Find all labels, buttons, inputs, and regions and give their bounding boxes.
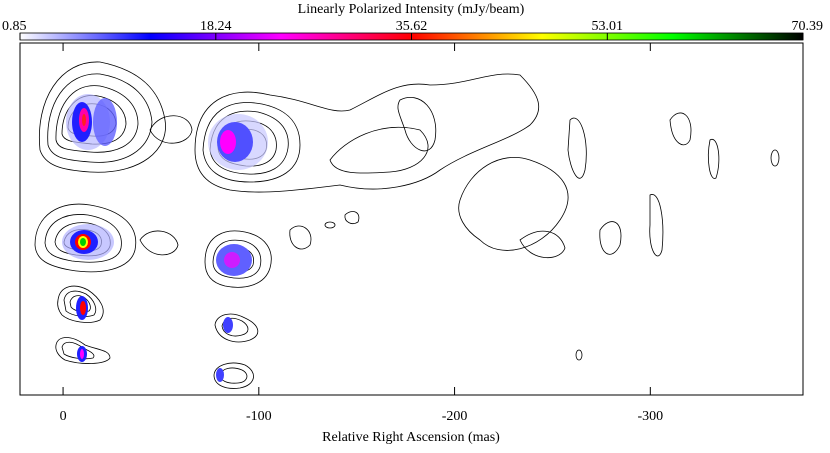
- x-tick-label: -200: [442, 409, 468, 424]
- colorbar-tick-label: 70.39: [792, 19, 824, 34]
- contour-map: [34, 61, 780, 389]
- polarization-blobs: [62, 94, 268, 382]
- colorbar-tick-label: 53.01: [592, 19, 624, 34]
- x-tick-label: -100: [246, 409, 272, 424]
- plot-frame: [19, 42, 804, 396]
- colorbar-tick-label: 0.85: [2, 19, 27, 34]
- colorbar-tick-label: 35.62: [396, 19, 428, 34]
- x-axis-title: Relative Right Ascension (mas): [322, 430, 500, 445]
- colorbar-tick-label: 18.24: [200, 19, 232, 34]
- x-tick-label: -300: [637, 409, 663, 424]
- x-tick-label: 0: [60, 409, 67, 424]
- colorbar-title: Linearly Polarized Intensity (mJy/beam): [298, 2, 525, 17]
